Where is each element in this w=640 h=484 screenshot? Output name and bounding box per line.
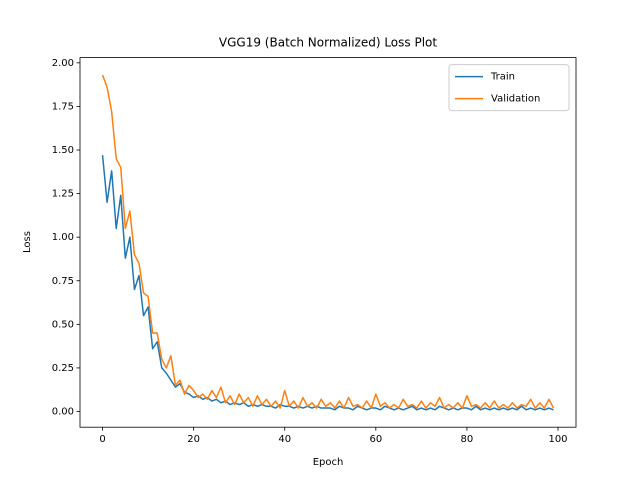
x-axis-label: Epoch xyxy=(313,457,344,468)
chart-title: VGG19 (Batch Normalized) Loss Plot xyxy=(219,36,437,50)
y-tick-label: 1.75 xyxy=(52,101,74,112)
line-series xyxy=(101,155,554,411)
y-tick-label: 1.25 xyxy=(52,189,74,200)
y-axis-label: Loss xyxy=(22,231,33,253)
y-tick-label: 2.00 xyxy=(52,58,74,69)
line-series xyxy=(101,74,555,409)
x-tick-label: 20 xyxy=(187,434,200,445)
x-tick-label: 60 xyxy=(369,434,382,445)
legend-label: Validation xyxy=(491,94,540,105)
x-tick-label: 0 xyxy=(99,434,105,445)
y-tick-label: 0.00 xyxy=(52,407,74,418)
legend-label: Train xyxy=(490,72,515,83)
x-tick-label: 100 xyxy=(548,434,567,445)
axes-frame xyxy=(79,57,577,428)
y-tick-label: 0.25 xyxy=(52,363,74,374)
y-tick-label: 0.50 xyxy=(52,319,74,330)
x-tick-label: 40 xyxy=(278,434,291,445)
y-tick-label: 0.75 xyxy=(52,276,74,287)
y-tick-label: 1.50 xyxy=(52,145,74,156)
y-tick-label: 1.00 xyxy=(52,232,74,243)
x-tick-label: 80 xyxy=(461,434,474,445)
